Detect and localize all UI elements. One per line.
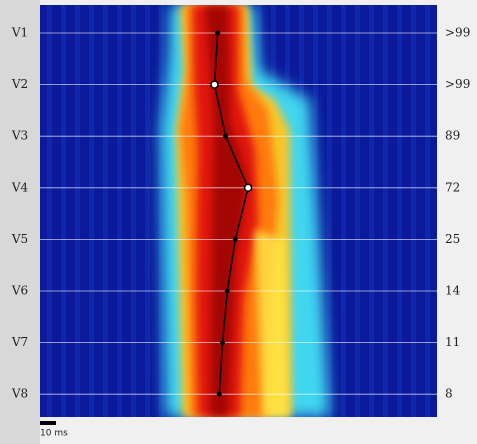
point: [243, 183, 253, 193]
point: [224, 288, 230, 294]
point: [210, 80, 219, 89]
point: [216, 391, 222, 397]
left-margin: [0, 0, 40, 444]
point: [215, 30, 221, 36]
lead-label: V2: [11, 77, 28, 91]
point: [219, 340, 225, 346]
right-label: 89: [445, 129, 460, 143]
right-label: >99: [445, 77, 470, 91]
right-label: >99: [445, 26, 470, 40]
heatmap: [40, 5, 437, 417]
activation-line: [213, 32, 249, 395]
right-label: 25: [445, 232, 460, 246]
lead-label: V4: [11, 180, 29, 194]
scale-label: 10 ms: [40, 429, 68, 439]
lead-label: V3: [11, 129, 28, 143]
right-label: 11: [445, 335, 460, 349]
lead-label: V8: [11, 387, 28, 401]
lead-label: V1: [11, 26, 28, 40]
lead-label: V7: [11, 335, 28, 349]
right-label: 14: [445, 284, 461, 298]
right-label: 8: [445, 387, 453, 401]
scale-bar: [40, 421, 57, 425]
point: [232, 236, 238, 242]
lead-label: V6: [11, 284, 28, 298]
right-label: 72: [445, 180, 460, 194]
point: [223, 133, 229, 139]
lead-label: V5: [11, 232, 28, 246]
